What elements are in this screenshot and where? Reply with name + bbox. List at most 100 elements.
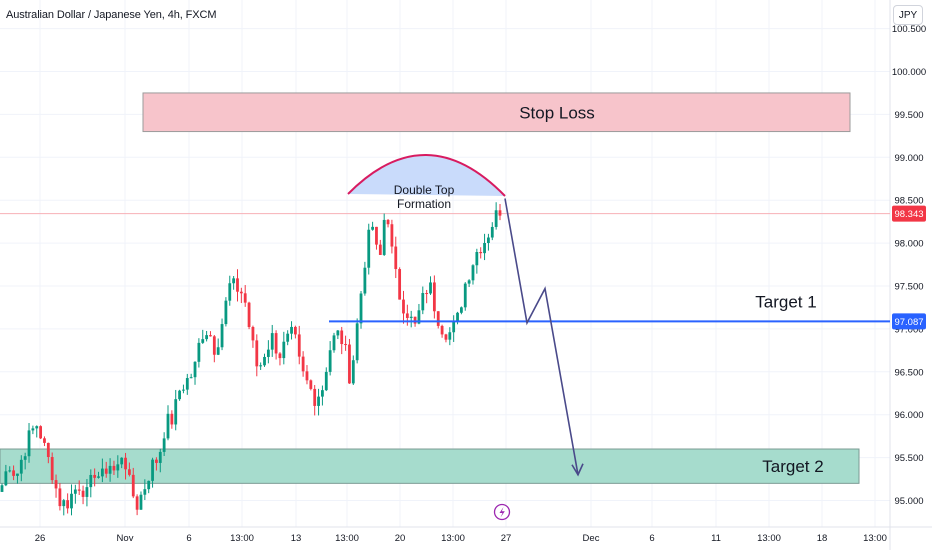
- double-top-label: Double Top: [394, 183, 455, 197]
- time-tick-label: 26: [35, 533, 46, 544]
- price-tick-label: 96.000: [894, 410, 923, 421]
- target-2-zone[interactable]: [0, 448, 860, 484]
- price-tick-label: 97.500: [894, 282, 923, 293]
- candle-body: [378, 244, 382, 255]
- candle-body: [336, 330, 340, 336]
- candle-body: [239, 291, 243, 294]
- candle-body: [77, 489, 81, 491]
- candle-body: [367, 229, 371, 268]
- candle-body: [0, 485, 4, 492]
- candle-body: [286, 333, 290, 342]
- time-tick-label: 6: [649, 533, 654, 544]
- candle-body: [66, 500, 70, 509]
- candle-body: [70, 493, 73, 509]
- candle-body: [417, 310, 421, 324]
- candle-body: [297, 334, 301, 357]
- target-1-price-badge: [892, 313, 926, 330]
- candle-body: [39, 426, 43, 439]
- candle-body: [305, 371, 309, 381]
- formation-label: Formation: [397, 197, 451, 211]
- candle-body: [483, 242, 486, 254]
- candle-body: [402, 299, 405, 314]
- target-1-price-badge-label: 97.087: [894, 317, 923, 328]
- candle-body: [313, 388, 317, 406]
- time-tick-label: 27: [501, 533, 512, 544]
- candle-body: [247, 302, 251, 327]
- candle-body: [243, 293, 247, 303]
- candle-body: [135, 496, 139, 510]
- candle-body: [456, 312, 459, 321]
- candle-body: [35, 426, 39, 429]
- candle-body: [251, 326, 255, 341]
- candle-body: [440, 325, 444, 335]
- candle-body: [432, 282, 436, 312]
- candle-body: [429, 282, 432, 294]
- candle-body: [371, 226, 375, 230]
- candle-body: [259, 365, 263, 367]
- price-tick-label: 97.000: [894, 324, 923, 335]
- candle-body: [182, 389, 185, 391]
- candle-body: [124, 457, 127, 470]
- projection-path[interactable]: [504, 198, 579, 475]
- currency-button[interactable]: JPY: [893, 5, 923, 25]
- candle-body: [487, 237, 490, 243]
- double-top-arc[interactable]: [347, 154, 506, 197]
- time-tick-label: 13: [291, 533, 302, 544]
- time-tick-label: 13:00: [863, 533, 887, 544]
- candle-body: [228, 283, 232, 301]
- candle-body: [236, 278, 239, 292]
- candle-body: [185, 378, 189, 390]
- candle-body: [309, 380, 313, 389]
- time-tick-label: 18: [817, 533, 828, 544]
- price-tick-label: 99.500: [894, 110, 923, 121]
- candle-body: [398, 269, 402, 300]
- candle-body: [386, 219, 390, 225]
- stop-loss-label: Stop Loss: [519, 103, 595, 122]
- price-tick-label: 100.500: [892, 24, 926, 35]
- stop-loss-zone[interactable]: [142, 92, 851, 133]
- target-1-label: Target 1: [755, 292, 816, 311]
- candle-body: [290, 326, 293, 334]
- price-tick-label: 95.500: [894, 453, 923, 464]
- candle-body: [216, 347, 220, 355]
- price-axis: 95.000 95.500 96.000 96.500 97.000 97.500 98.0…: [892, 24, 926, 507]
- candle-body: [62, 500, 66, 507]
- candle-body: [112, 465, 116, 471]
- time-tick-label: 11: [711, 533, 721, 544]
- candle-body: [46, 442, 50, 458]
- candle-body: [421, 293, 425, 311]
- symbol-title: Australian Dollar / Japanese Yen, 4h, FX…: [6, 9, 217, 21]
- candle-body: [382, 219, 386, 255]
- candle-body: [340, 330, 344, 345]
- candle-body: [328, 350, 332, 372]
- candle-body: [108, 465, 112, 474]
- candle-body: [19, 459, 23, 474]
- candle-body: [209, 335, 212, 337]
- candle-body: [452, 320, 456, 333]
- current-price-badge: [892, 205, 926, 222]
- candle-body: [158, 451, 162, 463]
- time-tick-label: 13:00: [230, 533, 254, 544]
- price-tick-label: 98.500: [894, 196, 923, 207]
- candle-body: [143, 489, 147, 495]
- lightning-icon[interactable]: [493, 503, 511, 521]
- candle-body: [189, 377, 193, 379]
- candle-body: [131, 474, 135, 497]
- time-axis: 26 Nov 6 13:00 13 13:00 20 13:00 27 Dec 6 11 13:00 18…: [35, 533, 887, 544]
- candle-body: [263, 356, 266, 366]
- candle-body: [278, 353, 282, 359]
- candle-body: [116, 464, 120, 471]
- candle-body: [178, 390, 181, 400]
- target-2-label: Target 2: [762, 457, 823, 476]
- price-tick-label: 95.000: [894, 496, 923, 507]
- candle-body: [8, 470, 12, 472]
- candle-body: [73, 489, 77, 494]
- time-tick-label: 13:00: [441, 533, 465, 544]
- candle-body: [58, 488, 62, 507]
- candle-body: [479, 252, 483, 254]
- candle-body: [471, 265, 475, 281]
- time-tick-label: 13:00: [757, 533, 781, 544]
- projection-arrowhead: [571, 463, 584, 477]
